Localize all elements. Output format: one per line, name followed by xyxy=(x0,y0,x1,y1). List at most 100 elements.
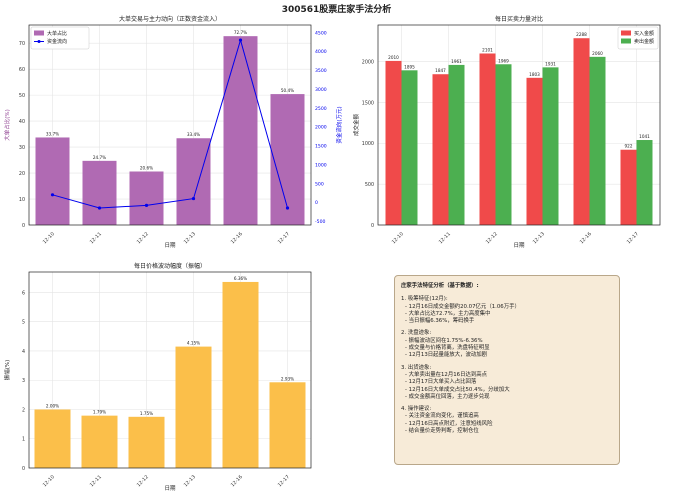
x-tick-label: 12-13 xyxy=(183,474,197,488)
y-axis-label: 大单占比(%) xyxy=(3,109,11,141)
chart-big-order-flow: 0 10 20 30 40 50 60 70 33.7% 24.7% 20.6% 33.4% 72.7%… xyxy=(3,15,343,249)
bar-data-label: 1895 xyxy=(404,64,415,69)
note-title: 庄家手法特征分析（基于数据）: xyxy=(401,283,479,289)
y-tick-label: 60 xyxy=(19,67,25,73)
x-tick-label: 12-11 xyxy=(438,231,452,245)
y-tick-label: 40 xyxy=(19,119,25,125)
note-section: 3. 出货迹象: - 大单卖出量在12月16日达到高点 - 12月17日大单买入占比… xyxy=(401,365,613,401)
bar-data-label: 6.36% xyxy=(234,276,247,281)
note-line: - 大单占比达72.7%，主力高度集中 xyxy=(405,310,491,317)
y-axis-label: 振幅(%) xyxy=(3,360,11,381)
note-section-title: 2. 洗盘迹象: xyxy=(401,330,432,337)
bar xyxy=(401,70,418,225)
bar xyxy=(223,36,258,226)
y-tick-label: 20 xyxy=(19,171,25,177)
chart-buy-sell-power: 0 500 1000 1500 2000 2010 1847 2101 1803 2288 922 1… xyxy=(352,15,661,249)
line-point xyxy=(97,206,102,210)
bar xyxy=(82,160,117,225)
plot-frame xyxy=(377,24,661,226)
bar-data-label: 1803 xyxy=(529,72,540,77)
bar-data-label: 2010 xyxy=(388,55,399,60)
bar-data-label: 20.6% xyxy=(140,165,153,170)
bar-data-label: 2.93% xyxy=(281,376,294,381)
bar-data-label: 4.15% xyxy=(187,341,200,346)
line-point xyxy=(238,38,243,42)
bar xyxy=(222,281,259,468)
note-section: 4. 操作建议: - 关注资金流向变化，谨慎追高 - 12月16日高点附近，注意短线… xyxy=(401,406,613,435)
bar xyxy=(620,149,637,225)
page-title: 300561股票庄家手法分析 xyxy=(281,5,392,15)
note-line: - 振幅波动区间在1.75%-6.36% xyxy=(405,337,483,344)
bar xyxy=(35,137,70,225)
x-tick-label: 12-12 xyxy=(485,231,499,245)
y-tick-label: 1500 xyxy=(362,100,374,106)
y2-tick-label: 500 xyxy=(315,181,324,187)
plot-frame xyxy=(28,271,312,469)
note-section-title: 4. 操作建议: xyxy=(401,406,432,413)
bar-data-label: 33.7% xyxy=(46,131,59,136)
note-line: - 结合量价走势判断，控制仓位 xyxy=(405,428,479,435)
x-tick-label: 12-13 xyxy=(532,231,546,245)
bar xyxy=(81,415,118,468)
note-section-title: 1. 吸筹特征(12月): xyxy=(401,296,448,303)
legend-label: 卖出金额 xyxy=(634,38,654,45)
line-point xyxy=(285,206,290,210)
chart-title: 每日买卖力量对比 xyxy=(495,15,543,23)
y2-tick-label: 2000 xyxy=(315,125,327,131)
bar xyxy=(432,74,449,225)
bar xyxy=(542,67,559,226)
y-tick-label: 6 xyxy=(22,290,25,296)
y2-tick-label: 4000 xyxy=(315,49,327,55)
y-tick-label: 1000 xyxy=(362,141,374,147)
y-tick-label: 50 xyxy=(19,93,25,99)
x-tick-label: 12-17 xyxy=(277,474,291,488)
note-line: - 成交量与价格背离，洗盘特征明显 xyxy=(405,345,490,352)
note-line: - 大单卖出量在12月16日达到高点 xyxy=(405,371,488,378)
y-tick-label: 30 xyxy=(19,145,25,151)
legend-swatch xyxy=(34,30,44,36)
x-tick-label: 12-12 xyxy=(136,474,150,488)
bar-data-label: 24.7% xyxy=(93,155,106,160)
x-axis-label: 日期 xyxy=(164,485,176,492)
y-axis-label: 成交金额 xyxy=(352,114,360,137)
y-tick-label: 4 xyxy=(22,349,25,355)
note-section: 2. 洗盘迹象: - 振幅波动区间在1.75%-6.36% - 成交量与价格背离，洗… xyxy=(401,330,613,359)
bar-data-label: 2.00% xyxy=(46,403,59,408)
note-line: - 12月16日成交金额约20.07亿元（1.06万手） xyxy=(405,303,520,310)
bar-data-label: 1.75% xyxy=(140,411,153,416)
x-tick-label: 12-10 xyxy=(391,231,405,245)
x-tick-label: 12-10 xyxy=(42,231,56,245)
note-line: - 12月16日大单成交占比50.4%，分歧加大 xyxy=(405,386,510,393)
x-axis-label: 日期 xyxy=(164,242,176,249)
plot-frame xyxy=(28,24,312,226)
series-line xyxy=(52,38,288,209)
bar-data-label: 1847 xyxy=(435,68,446,73)
bar xyxy=(269,382,306,468)
bar xyxy=(448,64,465,225)
legend-frame xyxy=(617,26,659,50)
chart-daily-amplitude: 0 1 2 3 4 5 6 2.00% 1.79% 1.75% 4.15% 6.36% 2.93% 12-… xyxy=(3,262,312,492)
bar xyxy=(128,416,165,468)
x-tick-label: 12-11 xyxy=(89,474,103,488)
bar xyxy=(175,346,212,468)
x-axis-label: 日期 xyxy=(513,242,525,249)
y-tick-label: 5 xyxy=(22,320,25,326)
y2-tick-label: 1000 xyxy=(315,162,327,168)
bar xyxy=(573,38,590,226)
bar xyxy=(479,53,496,226)
y-tick-label: 500 xyxy=(365,182,374,188)
bar-data-label: 33.4% xyxy=(187,132,200,137)
x-tick-label: 12-17 xyxy=(277,231,291,245)
y-tick-label: 1 xyxy=(22,437,25,443)
x-tick-label: 12-12 xyxy=(136,231,150,245)
bar-data-label: 1041 xyxy=(639,134,650,139)
bar-data-label: 1961 xyxy=(451,59,462,64)
note-line: - 成交金额高位回落，主力逐步兑现 xyxy=(405,393,490,400)
note-line: - 关注资金流向变化，谨慎追高 xyxy=(405,413,479,420)
note-line: - 12月13日起量能放大，波动加剧 xyxy=(405,352,488,359)
y-tick-label: 10 xyxy=(19,197,25,203)
bar xyxy=(589,56,606,226)
note-section-title: 3. 出货迹象: xyxy=(401,364,432,371)
